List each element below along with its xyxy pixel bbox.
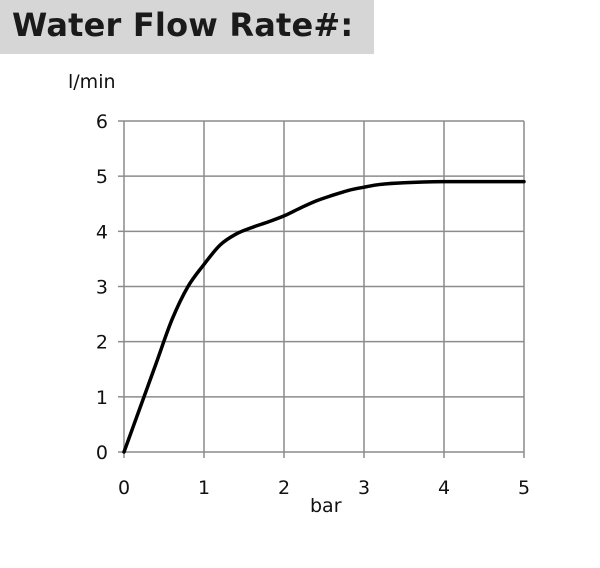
y-axis-label: l/min	[68, 71, 116, 93]
x-tick-label: 3	[358, 477, 370, 499]
y-tick-label: 3	[96, 277, 108, 299]
y-tick-label: 4	[96, 221, 108, 243]
x-tick-labels: 0 1 2 3 4 5	[118, 477, 530, 499]
x-axis-label: bar	[310, 495, 342, 517]
x-tick-label: 5	[518, 477, 530, 499]
x-tick-label: 0	[118, 477, 130, 499]
y-tick-label: 5	[96, 166, 108, 188]
y-tick-labels: 0 1 2 3 4 5 6	[96, 111, 108, 464]
x-tick-label: 4	[438, 477, 450, 499]
y-tick-label: 6	[96, 111, 108, 133]
y-tick-label: 0	[96, 442, 108, 464]
grid	[118, 120, 525, 458]
x-tick-label: 1	[198, 477, 210, 499]
x-tick-label: 2	[278, 477, 290, 499]
y-tick-label: 1	[96, 387, 108, 409]
y-tick-label: 2	[96, 332, 108, 354]
series-line-flow-rate	[122, 179, 526, 454]
title-band: Water Flow Rate#:	[0, 0, 374, 54]
chart-title: Water Flow Rate#:	[12, 6, 354, 44]
